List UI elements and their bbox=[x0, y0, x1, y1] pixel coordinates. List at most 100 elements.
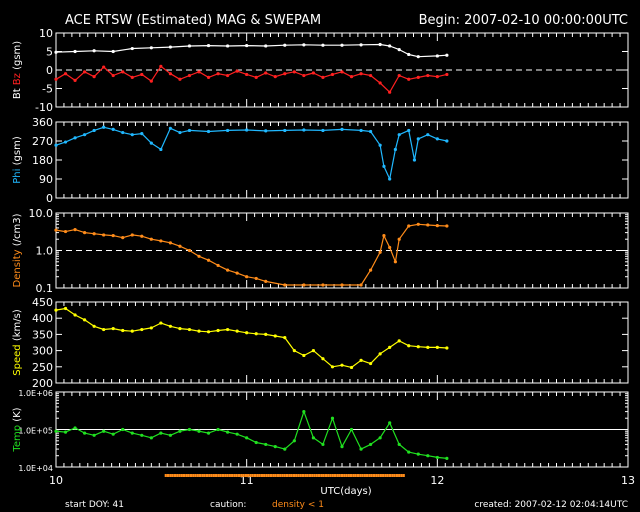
caution-text: density < 1 bbox=[272, 500, 324, 510]
y-axis-label: Density (/cm3) bbox=[12, 213, 23, 287]
caution-mark bbox=[247, 474, 250, 477]
caution-mark bbox=[283, 474, 286, 477]
caution-mark bbox=[194, 474, 197, 477]
caution-mark bbox=[398, 474, 401, 477]
series-line bbox=[55, 223, 447, 286]
caution-mark bbox=[205, 474, 209, 477]
caution-mark bbox=[329, 474, 332, 477]
caution-mark bbox=[377, 474, 380, 477]
x-tick-label: 12 bbox=[430, 474, 444, 487]
series-line bbox=[55, 126, 448, 180]
caution-mark bbox=[368, 474, 371, 477]
caution-mark bbox=[240, 474, 243, 477]
y-tick-label: 300 bbox=[32, 345, 53, 358]
caution-mark bbox=[173, 474, 177, 477]
caution-mark bbox=[343, 474, 346, 477]
caution-mark bbox=[178, 474, 181, 477]
caution-mark bbox=[242, 474, 245, 477]
caution-mark bbox=[224, 474, 227, 477]
y-axis-label-part: (K) bbox=[12, 407, 23, 425]
caution-mark bbox=[297, 474, 300, 477]
series-density bbox=[54, 222, 449, 287]
caution-mark bbox=[187, 474, 190, 477]
y-axis-label-part: Speed bbox=[12, 344, 23, 375]
series-phi bbox=[54, 125, 449, 181]
caution-mark bbox=[164, 474, 167, 477]
y-tick-label: 1.0E+04 bbox=[18, 464, 53, 473]
y-axis-label-part: Phi bbox=[12, 169, 23, 184]
caution-mark bbox=[285, 474, 289, 477]
caution-mark bbox=[208, 474, 211, 477]
caution-mark bbox=[237, 474, 241, 477]
caution-mark bbox=[393, 474, 396, 477]
y-tick-label: -10 bbox=[35, 101, 53, 114]
caution-bar bbox=[164, 474, 405, 477]
caution-mark bbox=[336, 474, 339, 477]
y-tick-label: 450 bbox=[32, 296, 53, 309]
y-tick-label: 5 bbox=[46, 46, 53, 59]
caution-mark bbox=[288, 474, 291, 477]
caution-mark bbox=[249, 474, 252, 477]
caution-mark bbox=[375, 474, 378, 477]
y-tick-label: 90 bbox=[39, 173, 53, 186]
y-tick-label: 0 bbox=[46, 192, 53, 205]
caution-mark bbox=[267, 474, 270, 477]
caution-mark bbox=[370, 474, 373, 477]
y-tick-label: 0 bbox=[46, 64, 53, 77]
data-point bbox=[54, 228, 58, 232]
caution-mark bbox=[354, 474, 357, 477]
y-axis-label: Speed (km/s) bbox=[12, 309, 23, 376]
caution-mark bbox=[359, 474, 362, 477]
caution-mark bbox=[203, 474, 206, 477]
caution-mark bbox=[350, 474, 353, 477]
caution-mark bbox=[382, 474, 385, 477]
y-tick-label: 270 bbox=[32, 135, 53, 148]
caution-mark bbox=[176, 474, 179, 477]
caution-mark bbox=[333, 474, 337, 477]
caution-mark bbox=[233, 474, 236, 477]
x-tick-label: 11 bbox=[240, 474, 254, 487]
caution-mark bbox=[345, 474, 348, 477]
y-tick-label: -5 bbox=[42, 83, 53, 96]
y-tick-label: 360 bbox=[32, 116, 53, 129]
y-tick-label: 180 bbox=[32, 154, 53, 167]
caution-mark bbox=[180, 474, 183, 477]
y-axis-label-part: Density bbox=[12, 249, 23, 287]
caution-mark bbox=[402, 474, 405, 477]
panel-density: 0.1 1.0 10.0 Density (/cm3) bbox=[12, 207, 629, 295]
panel-bt_bz: -10 -5 0 5 10 Bt Bz (gsm) bbox=[12, 27, 629, 114]
y-tick-label: 0.1 bbox=[36, 282, 54, 295]
caution-mark bbox=[317, 474, 321, 477]
caution-mark bbox=[217, 474, 220, 477]
caution-mark bbox=[228, 474, 231, 477]
caution-mark bbox=[263, 474, 266, 477]
caution-mark bbox=[320, 474, 323, 477]
caution-mark bbox=[269, 474, 273, 477]
caution-mark bbox=[231, 474, 234, 477]
caution-mark bbox=[372, 474, 376, 477]
caution-mark bbox=[196, 474, 199, 477]
y-axis-label: Phi (gsm) bbox=[12, 136, 23, 184]
series-bt bbox=[54, 42, 449, 59]
begin-time: Begin: 2007-02-10 00:00:00UTC bbox=[419, 13, 628, 28]
caution-mark bbox=[361, 474, 364, 477]
caution-mark bbox=[290, 474, 293, 477]
caution-mark bbox=[253, 474, 257, 477]
caution-mark bbox=[388, 474, 392, 477]
panel-temp: 1.0E+04 1.0E+05 1.0E+06 Temp (K) bbox=[12, 389, 629, 473]
series-temp bbox=[54, 410, 449, 460]
caution-mark bbox=[352, 474, 355, 477]
caution-mark bbox=[279, 474, 282, 477]
caution-mark bbox=[384, 474, 387, 477]
caution-mark bbox=[212, 474, 215, 477]
caution-mark bbox=[379, 474, 382, 477]
y-axis-label: Bt Bz (gsm) bbox=[12, 41, 23, 99]
caution-mark bbox=[308, 474, 312, 477]
series-line bbox=[55, 307, 447, 368]
y-axis-label-part: (km/s) bbox=[12, 309, 23, 344]
x-tick-label: 13 bbox=[621, 474, 635, 487]
caution-mark bbox=[324, 474, 328, 477]
caution-mark bbox=[304, 474, 307, 477]
